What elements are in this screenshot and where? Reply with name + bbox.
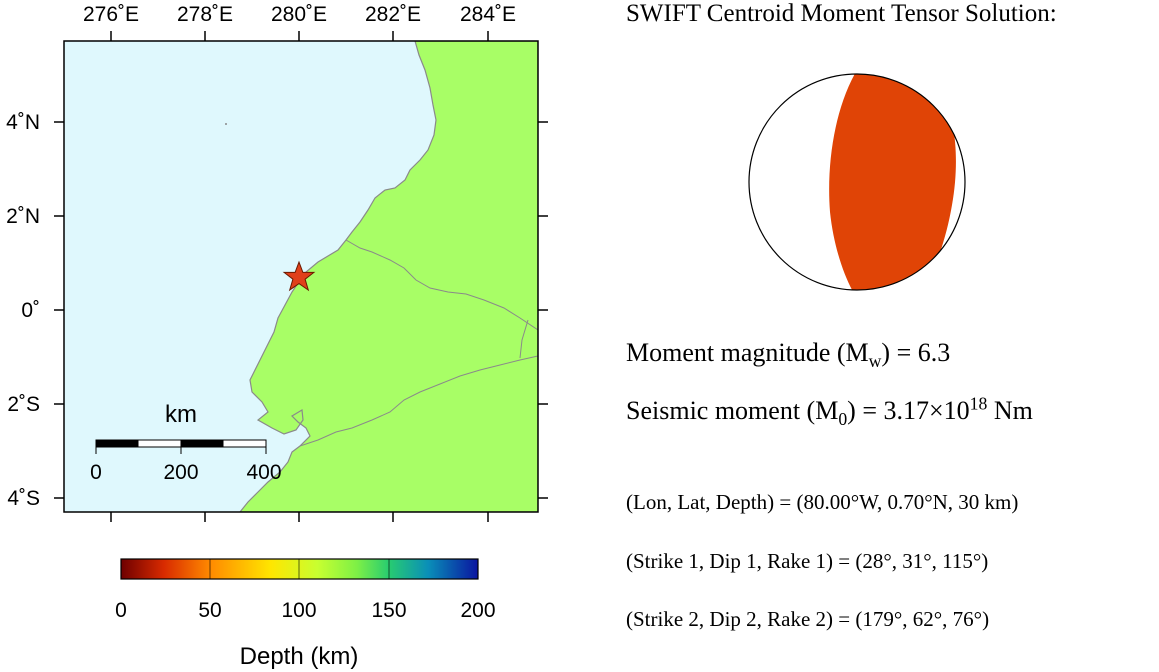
lon-ticks xyxy=(110,31,489,522)
colorbar-tick-150: 150 xyxy=(371,599,406,622)
scale-bar: km 0 200 400 xyxy=(90,401,281,484)
lon-label-278: 278˚E xyxy=(177,3,233,26)
lon-label-276: 276˚E xyxy=(83,3,139,26)
colorbar-tick-100: 100 xyxy=(281,599,316,622)
lon-label-284: 284˚E xyxy=(460,3,516,26)
lat-label-0: 0˚ xyxy=(21,299,40,322)
lat-label-4n: 4˚N xyxy=(6,111,40,134)
depth-colorbar: 0 50 100 150 200 Depth (km) xyxy=(115,558,496,670)
epicenter-star-icon xyxy=(282,260,316,292)
lat-label-2s: 2˚S xyxy=(7,393,40,416)
lat-ticks xyxy=(54,121,548,499)
lat-label-2n: 2˚N xyxy=(6,205,40,228)
compression-quadrant xyxy=(829,74,956,290)
lon-label-282: 282˚E xyxy=(365,3,421,26)
colorbar-tick-50: 50 xyxy=(198,599,221,622)
colorbar-tick-0: 0 xyxy=(115,599,127,622)
colorbar-tick-200: 200 xyxy=(460,599,495,622)
country-border-east xyxy=(519,319,529,359)
scale-tick-200: 200 xyxy=(163,461,198,484)
scale-tick-0: 0 xyxy=(90,461,102,484)
islet xyxy=(225,123,227,125)
country-border-south xyxy=(299,355,538,447)
map-frame xyxy=(63,40,539,513)
country-border xyxy=(345,239,538,331)
lat-label-4s: 4˚S xyxy=(7,487,40,510)
scale-unit: km xyxy=(165,401,197,428)
land-mass xyxy=(239,41,538,512)
scale-tick-400: 400 xyxy=(246,461,281,484)
colorbar-label: Depth (km) xyxy=(240,643,359,670)
lon-label-280: 280˚E xyxy=(271,3,327,26)
focal-mechanism-beachball xyxy=(748,73,966,291)
